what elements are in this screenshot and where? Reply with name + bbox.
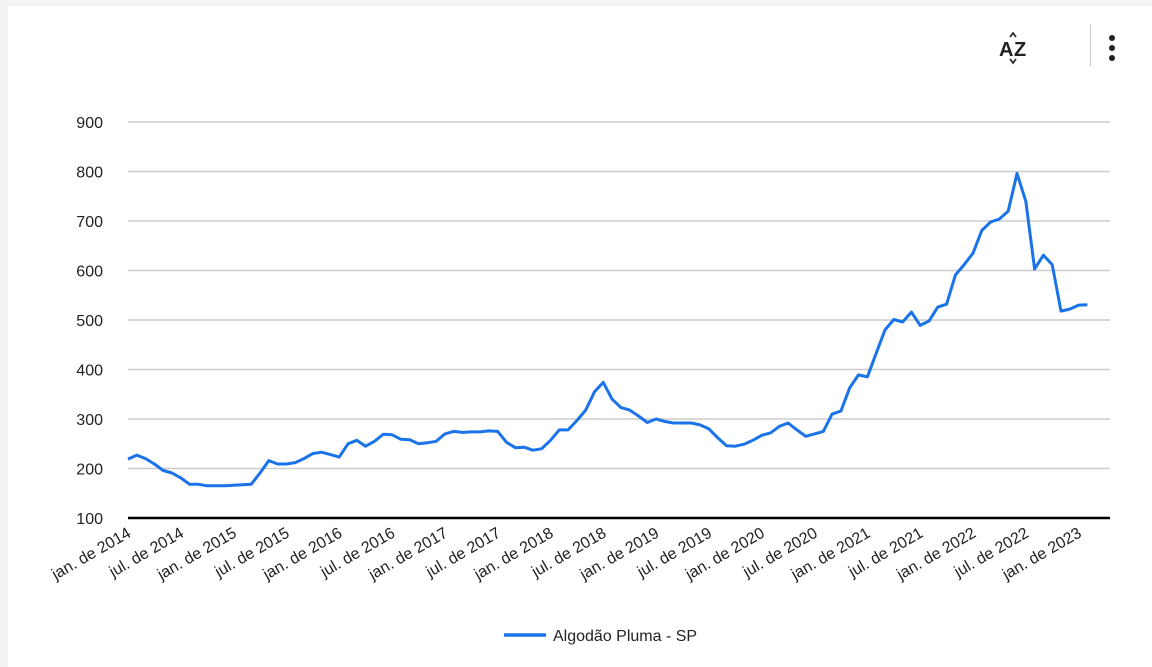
svg-text:Z: Z bbox=[1014, 39, 1026, 61]
y-tick-label: 200 bbox=[76, 462, 103, 479]
y-tick-label: 300 bbox=[76, 412, 103, 429]
toolbar-divider bbox=[1090, 24, 1091, 66]
y-axis-tick-labels: 100 200 300 400 500 600 700 800 900 bbox=[76, 115, 103, 528]
legend-label: Algodão Pluma - SP bbox=[553, 628, 697, 645]
sort-az-icon: A Z bbox=[999, 31, 1026, 65]
y-tick-label: 700 bbox=[76, 214, 103, 231]
y-tick-label: 100 bbox=[76, 511, 103, 528]
sort-az-button[interactable]: A Z bbox=[994, 28, 1034, 68]
chart-card: A Z bbox=[8, 6, 1152, 667]
svg-text:A: A bbox=[999, 39, 1013, 61]
y-tick-label: 500 bbox=[76, 313, 103, 330]
y-tick-label: 600 bbox=[76, 264, 103, 281]
y-tick-label: 400 bbox=[76, 363, 103, 380]
more-options-button[interactable] bbox=[1092, 28, 1132, 68]
y-tick-label: 800 bbox=[76, 165, 103, 182]
legend[interactable]: Algodão Pluma - SP bbox=[504, 628, 697, 645]
y-tick-label: 900 bbox=[76, 115, 103, 132]
more-vert-icon bbox=[1109, 35, 1115, 61]
grid-lines bbox=[128, 121, 1110, 470]
series-line-algodao-pluma-sp bbox=[127, 172, 1088, 488]
